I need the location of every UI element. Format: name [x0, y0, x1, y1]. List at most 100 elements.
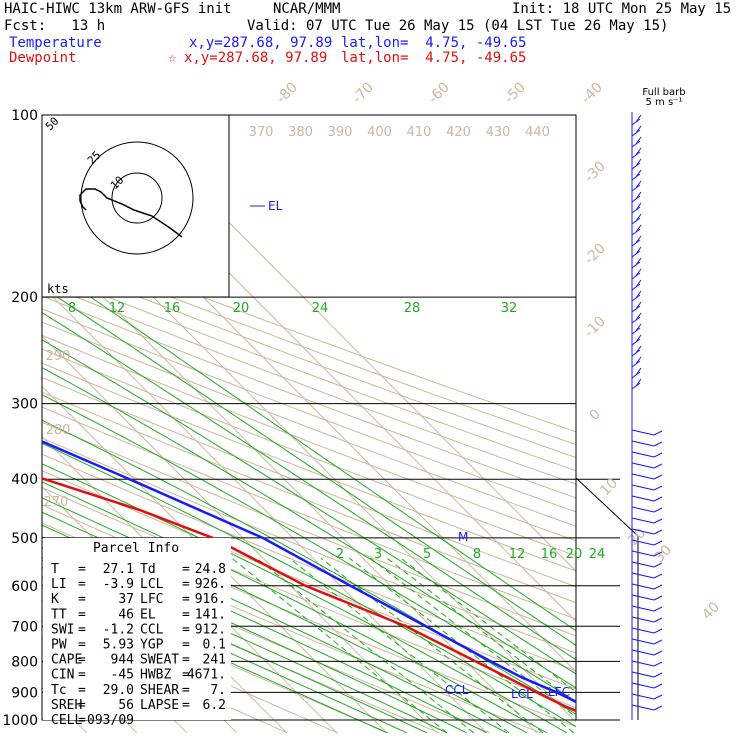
mixing-ratio-line	[400, 557, 576, 693]
parcel-row-value: 944	[111, 653, 135, 668]
parcel-row-value: 926.	[195, 577, 226, 592]
isotherm-line	[42, 335, 438, 734]
wind-barb-feather	[653, 507, 663, 513]
wind-barb-flag	[635, 301, 642, 310]
sounding-temperature-line	[42, 440, 576, 704]
pressure-label-500: 500	[11, 531, 38, 547]
barb-legend-units: 5 m s⁻¹	[646, 97, 683, 108]
wind-barb-flag	[635, 246, 642, 255]
pressure-label-700: 700	[11, 619, 38, 635]
parcel-row-value: 5.93	[103, 638, 134, 653]
temperature-legend-latlon: lat,lon= 4.75, -49.65	[341, 35, 527, 51]
theta-label: 380	[288, 125, 313, 140]
wind-barb-feather	[653, 562, 663, 568]
parcel-info-title: Parcel Info	[93, 541, 179, 556]
isotherm-label: -60	[425, 79, 452, 106]
wind-barb-shaft	[631, 693, 655, 700]
hodograph-ring	[80, 141, 194, 255]
wind-barb-flag	[635, 257, 642, 266]
wind-barb-shaft	[631, 572, 655, 579]
wind-barb-shaft	[631, 671, 655, 678]
parcel-row-equals: =	[78, 653, 86, 668]
wind-barb-shaft	[631, 616, 655, 623]
isotherm-label: -80	[273, 79, 300, 106]
wind-barb-flag	[635, 147, 642, 156]
parcel-row-label: TT	[51, 607, 67, 622]
theta-label: 270	[44, 495, 69, 510]
parcel-row-label: CAPE	[51, 653, 82, 668]
wind-barb-feather	[653, 694, 663, 700]
dry-adiabat-line	[42, 246, 576, 446]
isotherm-label: 40	[699, 599, 723, 623]
isotherm-label: -30	[581, 158, 608, 185]
dry-adiabat-line	[42, 470, 576, 690]
sounding-dewpoint-line	[42, 477, 576, 713]
mixing-ratio-line	[370, 557, 576, 718]
wind-barb-flag	[635, 334, 642, 343]
wind-barb-feather	[653, 496, 663, 502]
parcel-row-equals: =	[182, 607, 190, 622]
level-label-m: M	[458, 530, 468, 544]
parcel-row-label: CIN	[51, 668, 74, 683]
wind-barb-flag	[635, 202, 642, 211]
mixing-ratio-line	[231, 557, 448, 734]
wind-barb-flag	[635, 213, 642, 222]
wind-barb-shaft	[631, 440, 655, 447]
parcel-row-equals: =	[78, 698, 86, 713]
parcel-row-value: 56	[118, 698, 134, 713]
init-time: Init: 18 UTC Mon 25 May 15	[512, 1, 732, 17]
wind-barb-shaft	[631, 638, 655, 645]
dewpoint-legend-latlon: lat,lon= 4.75, -49.65	[341, 50, 527, 66]
wind-barb-feather	[653, 441, 663, 447]
forecast-hour: Fcst: 13 h	[4, 18, 106, 34]
mixing-ratio-line	[386, 557, 576, 704]
parcel-row-equals: =	[78, 577, 86, 592]
wind-barb-feather	[653, 573, 663, 579]
wind-barb-shaft	[631, 451, 655, 458]
pressure-label-900: 900	[11, 685, 38, 701]
parcel-row-value: 093/09	[87, 713, 134, 728]
wind-barb-shaft	[631, 528, 655, 535]
level-label-lcl: LCL	[511, 687, 533, 701]
wind-barb-shaft	[631, 594, 655, 601]
theta-label: 410	[407, 125, 432, 140]
wind-barb-flag	[635, 290, 642, 299]
parcel-row-value: 6.2	[203, 698, 226, 713]
isotherm-label: -40	[578, 79, 605, 106]
parcel-row-label: LI	[51, 577, 67, 592]
dewpoint-legend-star-icon: ☆	[168, 50, 177, 66]
wind-barb-flag	[635, 367, 642, 376]
wind-barb-flag	[635, 235, 642, 244]
parcel-row-label: CCL	[140, 622, 164, 637]
dry-adiabat-line	[42, 362, 576, 572]
parcel-row-value: 46	[118, 607, 134, 622]
wind-barb-flag	[635, 224, 642, 233]
wind-barb-flag	[635, 279, 642, 288]
moist-adiabat-label: 20	[233, 301, 250, 316]
dry-adiabat-line	[42, 579, 389, 734]
pressure-label-800: 800	[11, 654, 38, 670]
parcel-row-label: Tc	[51, 683, 67, 698]
wind-barb-shaft	[631, 495, 655, 502]
wind-barb-feather	[653, 595, 663, 601]
barb-legend-title: Full barb	[642, 87, 685, 98]
wind-barb-feather	[653, 485, 663, 491]
frame-diagonal	[575, 477, 639, 537]
wind-barb-shaft	[631, 704, 655, 711]
isotherm-label: 0	[586, 406, 604, 424]
dry-adiabat-line	[42, 334, 576, 542]
parcel-row-equals: =	[182, 668, 190, 683]
parcel-row-value: -1.2	[103, 622, 134, 637]
parcel-row-label: SWEAT	[140, 653, 179, 668]
parcel-row-equals: =	[182, 622, 190, 637]
parcel-row-label: HWBZ	[140, 668, 171, 683]
wind-barb-flag	[635, 125, 642, 134]
wind-barb-shaft	[631, 517, 655, 524]
parcel-row-value: 241	[203, 653, 226, 668]
parcel-row-equals: =	[78, 562, 86, 577]
wind-barb-feather	[653, 617, 663, 623]
parcel-row-label: CELL	[51, 713, 82, 728]
pressure-label-400: 400	[11, 472, 38, 488]
wind-barb-shaft	[631, 682, 655, 689]
